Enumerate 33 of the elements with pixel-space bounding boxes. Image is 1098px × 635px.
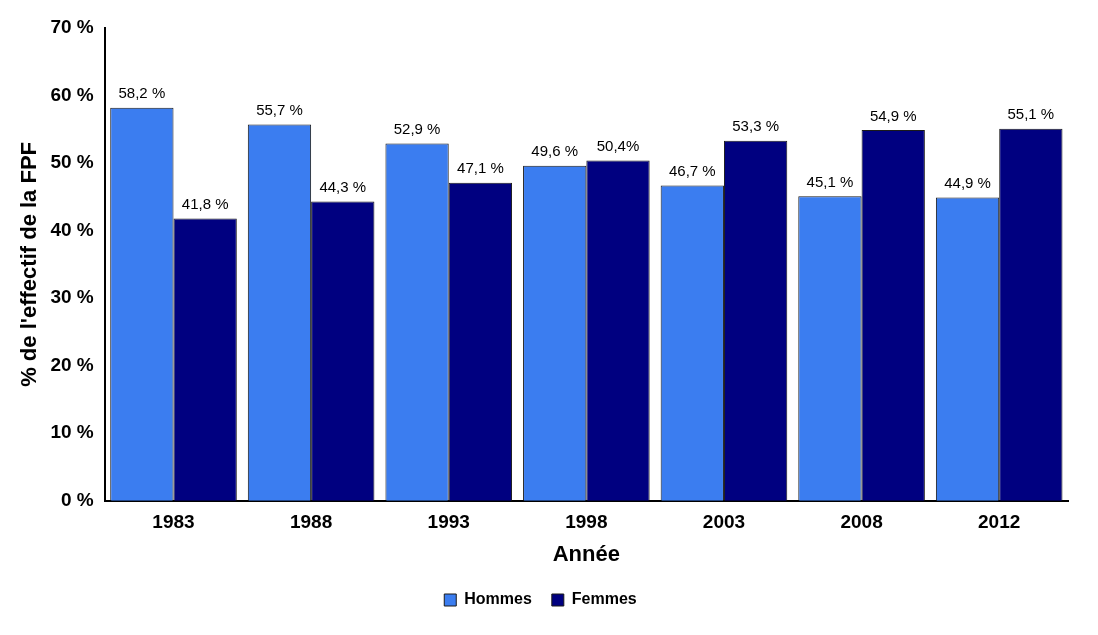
x-tick-label: 1993 [427,511,470,533]
data-label: 47,1 % [457,159,504,177]
data-label: 55,1 % [1007,105,1055,123]
y-tick-label: 10 % [50,421,94,443]
y-tick-label: 70 % [50,16,94,38]
data-label: 53,3 % [732,117,779,135]
y-tick-label: 0 % [60,489,94,511]
x-tick-label: 2003 [702,511,746,533]
legend-label: Hommes [464,590,532,608]
y-tick-label: 30 % [50,286,94,308]
data-label: 41,8 % [181,195,229,213]
data-label: 55,7 % [256,101,303,119]
x-tick-label: 1983 [152,511,195,533]
data-label: 44,3 % [319,178,367,196]
y-tick-label: 50 % [50,151,94,173]
x-tick-label: 1998 [565,511,608,533]
data-label: 50,4% [596,137,640,155]
x-tick-label: 2012 [978,511,1021,533]
data-label: 45,1 % [806,172,854,190]
legend-label: Femmes [571,590,637,608]
data-label: 46,7 % [668,162,716,180]
y-axis-title: % de l'effectif de la FPF [16,141,42,387]
x-tick-label: 1988 [289,511,333,533]
x-axis-title: Année [552,540,620,566]
data-label: 54,9 % [869,106,917,124]
data-label: 52,9 % [393,120,441,138]
y-tick-label: 20 % [50,353,94,375]
data-label: 44,9 % [944,174,991,192]
y-tick-label: 40 % [50,218,94,240]
x-tick-label: 2008 [840,511,883,533]
data-label: 58,2 % [118,84,166,102]
data-label: 49,6 % [531,142,579,160]
y-tick-label: 60 % [50,83,94,105]
